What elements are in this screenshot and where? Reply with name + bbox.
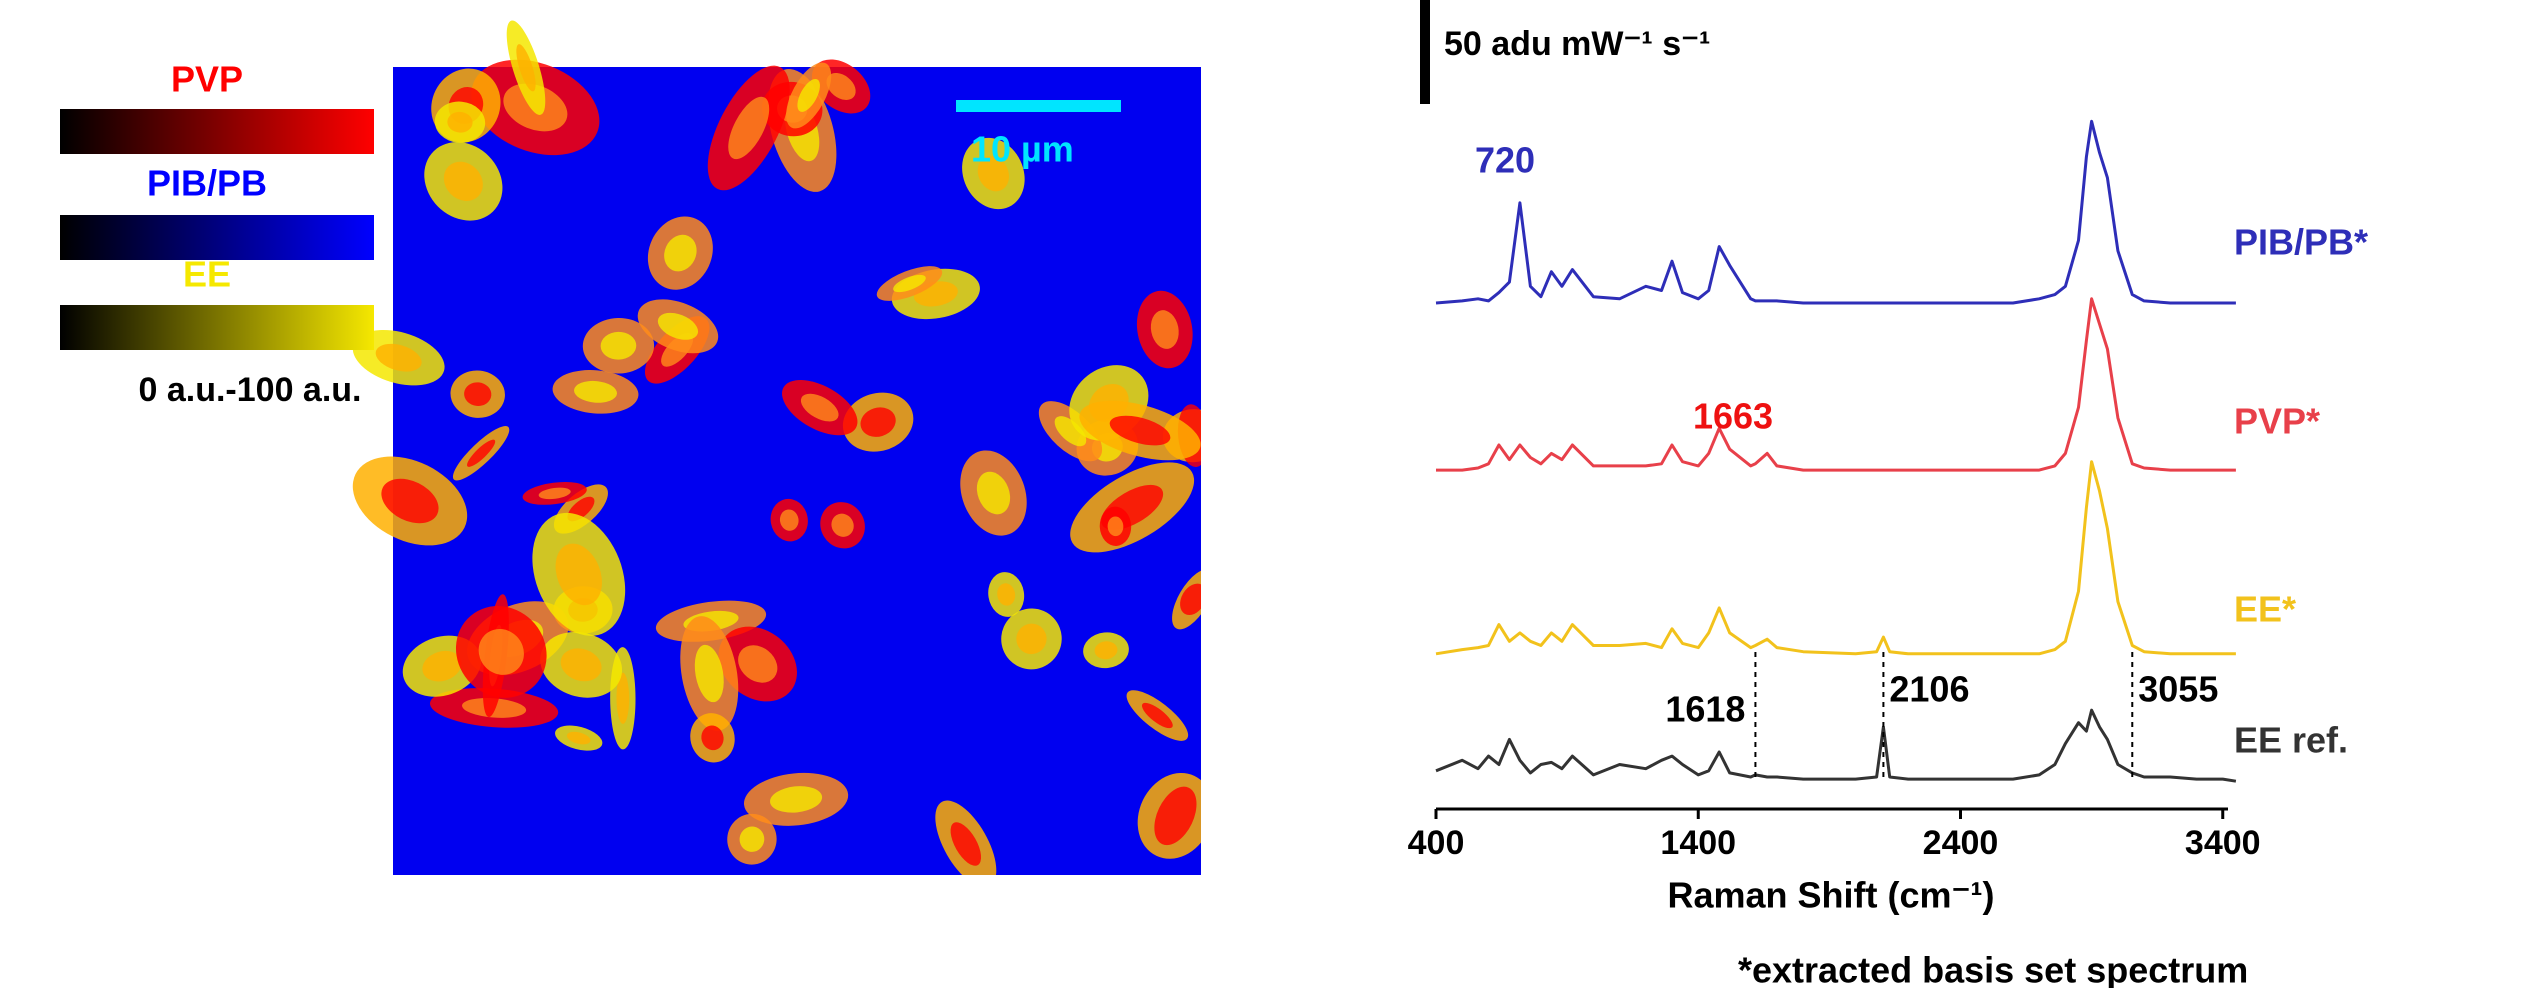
particle-core xyxy=(826,72,856,100)
particle-core xyxy=(860,407,896,437)
colorbar xyxy=(60,305,374,350)
peak-label: 1663 xyxy=(1693,396,1773,437)
map-frame-clip xyxy=(360,875,1220,935)
particle-core xyxy=(779,509,799,531)
particle-core xyxy=(555,543,602,606)
particle-core xyxy=(467,439,496,467)
raman-map xyxy=(352,20,1224,888)
map-background xyxy=(393,67,1201,875)
map-frame-clip xyxy=(1201,40,1401,900)
particle-core xyxy=(538,487,571,500)
particle-core xyxy=(560,648,602,682)
particle-core xyxy=(976,471,1011,515)
particle-core xyxy=(738,645,778,683)
spectrum-line xyxy=(1436,297,2236,472)
x-axis-label: Raman Shift (cm⁻¹) xyxy=(1667,875,1994,916)
particle-core xyxy=(1154,786,1197,846)
particle-core xyxy=(893,274,926,293)
legend-label: EE* xyxy=(2234,589,2296,630)
particle-core xyxy=(478,629,524,675)
particle-core xyxy=(574,380,617,403)
particle-core xyxy=(600,331,637,360)
colorbar-label: EE xyxy=(183,254,231,295)
peak-label: 3055 xyxy=(2138,669,2218,710)
particle-core xyxy=(831,513,854,537)
particle-core xyxy=(516,44,536,92)
particle-core xyxy=(950,822,982,866)
particle-core xyxy=(664,234,697,272)
spectrum-line xyxy=(1435,119,2236,305)
particle-core xyxy=(657,312,699,340)
particle-core xyxy=(701,725,724,751)
legend-label: PIB/PB* xyxy=(2234,222,2368,263)
particle-core xyxy=(1016,623,1047,655)
particle-core xyxy=(1141,702,1173,729)
colorbar-range: 0 a.u.-100 a.u. xyxy=(139,371,362,409)
peak-label: 2106 xyxy=(1889,669,1969,710)
particle-core xyxy=(728,96,770,160)
x-tick-label: 1400 xyxy=(1660,824,1736,862)
colorbar-label: PIB/PB xyxy=(147,163,267,204)
colorbar xyxy=(60,215,374,260)
legend-label: PVP* xyxy=(2234,401,2320,442)
particle-core xyxy=(566,731,591,745)
particle-core xyxy=(977,155,1010,192)
x-tick-label: 3400 xyxy=(2185,824,2261,862)
particle-core xyxy=(694,644,724,703)
particle-core xyxy=(381,478,439,524)
particle-core xyxy=(616,672,630,724)
particle-core xyxy=(1180,583,1207,616)
particle-core xyxy=(800,393,839,422)
colorbar-label: PVP xyxy=(171,59,243,100)
particle-core xyxy=(443,161,483,201)
particle-core xyxy=(375,343,422,372)
particle-core xyxy=(797,78,820,112)
particle-core xyxy=(422,650,462,682)
particle-core xyxy=(1107,516,1124,537)
colorbar xyxy=(60,109,374,154)
footnote: *extracted basis set spectrum xyxy=(1738,950,2248,988)
particle-core xyxy=(739,826,765,852)
map-scale-label: 10 µm xyxy=(971,129,1074,170)
spectrum-line xyxy=(1435,460,2236,656)
particle-core xyxy=(1109,415,1171,446)
x-tick-label: 400 xyxy=(1408,824,1465,862)
particle-core xyxy=(447,111,473,133)
particle-core xyxy=(1054,416,1087,447)
particle-core xyxy=(1150,310,1179,349)
particle-core xyxy=(1094,641,1118,660)
particle-core xyxy=(997,583,1016,606)
spectrum-line xyxy=(1435,708,2237,783)
legend-label: EE ref. xyxy=(2234,720,2348,761)
peak-label: 720 xyxy=(1475,140,1535,181)
intensity-scale-label: 50 adu mW⁻¹ s⁻¹ xyxy=(1444,25,1710,63)
x-tick-label: 2400 xyxy=(1923,824,1999,862)
peak-label: 1618 xyxy=(1665,689,1745,730)
particle-core xyxy=(770,786,823,813)
particle-core xyxy=(464,382,492,407)
